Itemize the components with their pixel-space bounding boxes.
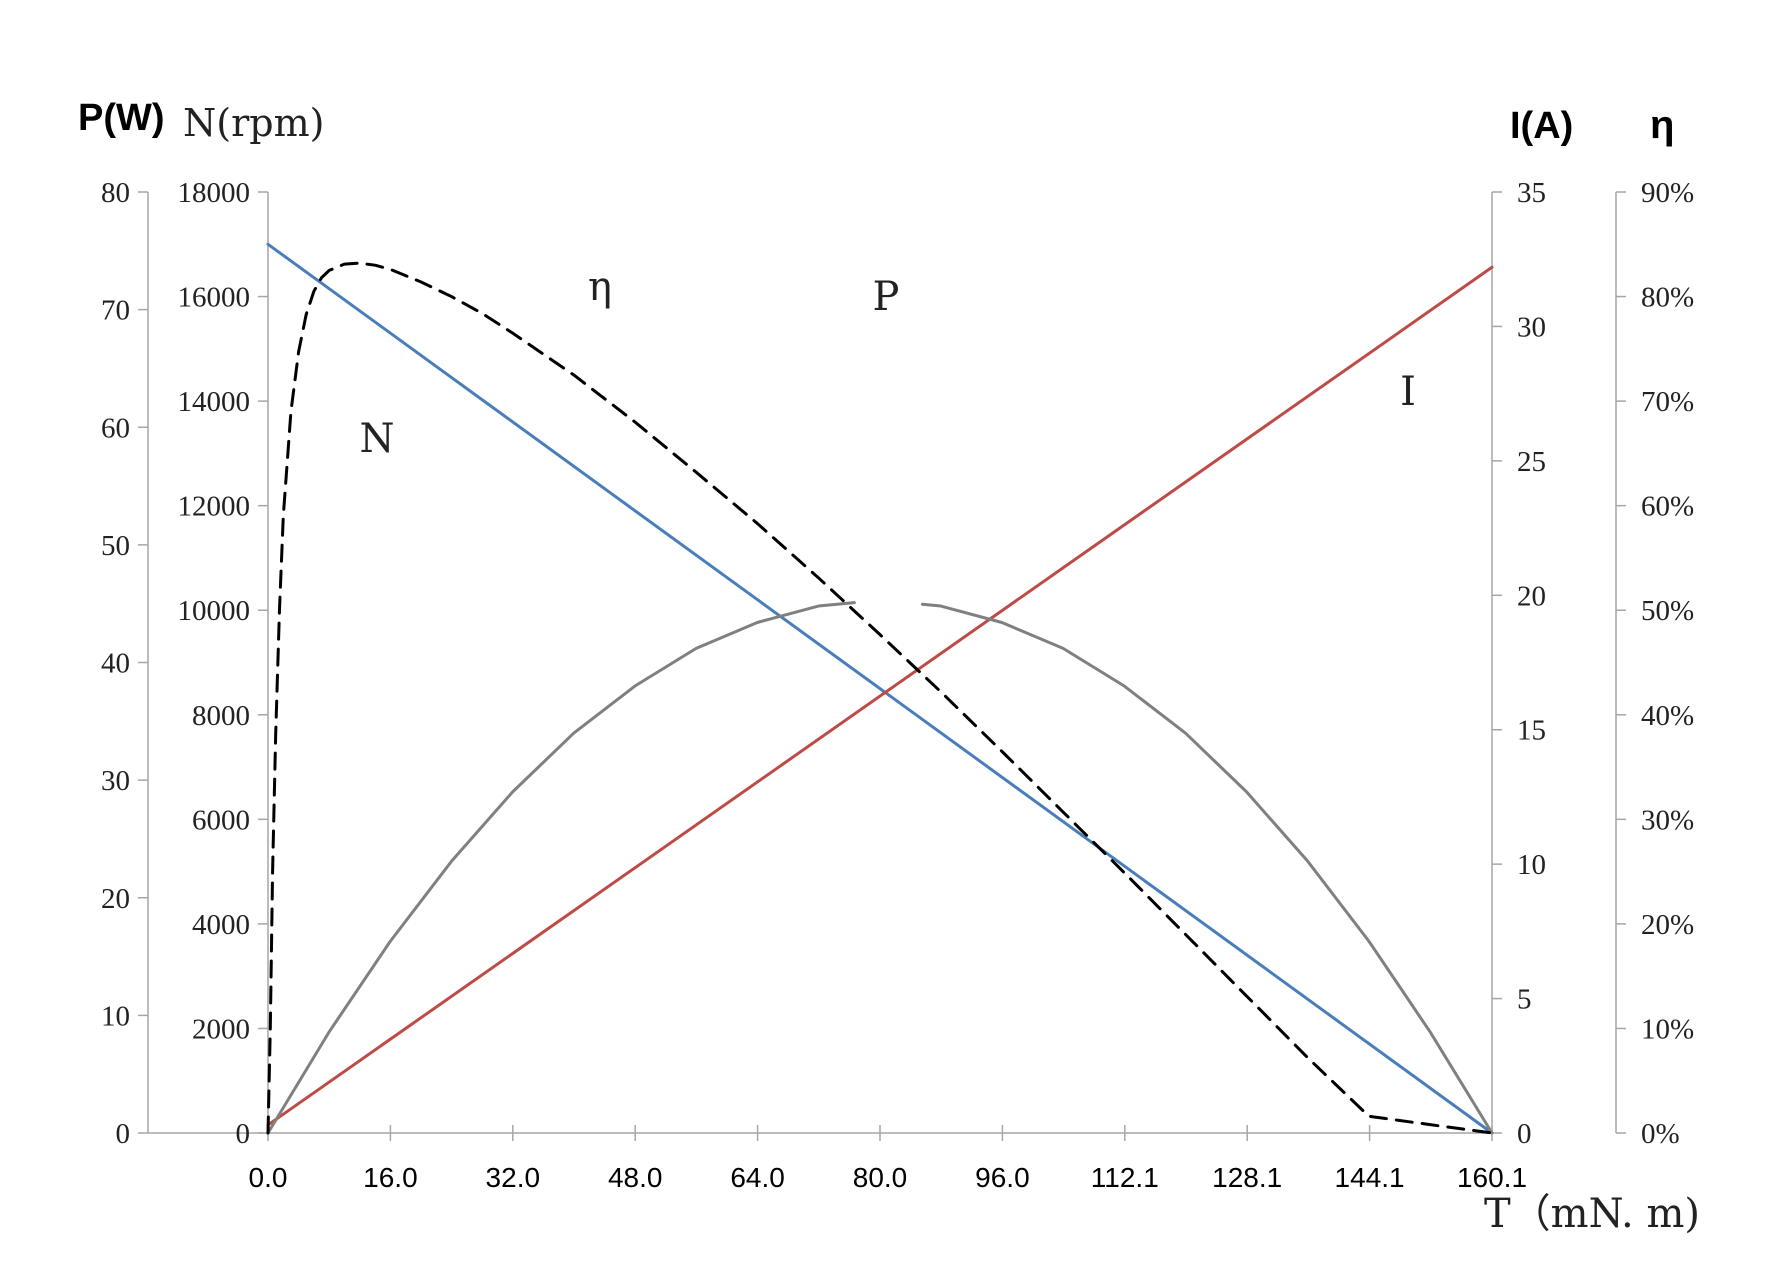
p-tick-label: 40: [101, 648, 130, 680]
i-tick-label: 30: [1517, 311, 1546, 343]
eta-tick-label: 60%: [1641, 491, 1694, 523]
n-tick-label: 4000: [192, 909, 250, 941]
n-tick-label: 0: [236, 1118, 251, 1150]
eta-tick-label: 0%: [1641, 1118, 1680, 1150]
x-tick-label: 32.0: [486, 1162, 541, 1193]
eta-tick-label: 40%: [1641, 700, 1694, 732]
i-tick-label: 10: [1517, 849, 1546, 881]
curve-label-I: I: [1400, 369, 1416, 415]
p-tick-label: 70: [101, 295, 130, 327]
p-tick-label: 50: [101, 530, 130, 562]
x-tick-label: 128.1: [1212, 1162, 1282, 1193]
x-tick-label: 0.0: [249, 1162, 288, 1193]
x-tick-label: 160.1: [1457, 1162, 1527, 1193]
p-tick-label: 0: [116, 1118, 131, 1150]
n-tick-label: 6000: [192, 804, 250, 836]
x-tick-label: 96.0: [975, 1162, 1030, 1193]
curve-label-η: η: [588, 264, 612, 310]
x-tick-label: 64.0: [730, 1162, 785, 1193]
series-line-P-0: [266, 601, 856, 1135]
p-axis-title: P(W): [78, 97, 165, 139]
i-tick-label: 20: [1517, 580, 1546, 612]
i-tick-label: 0: [1517, 1118, 1532, 1150]
eta-tick-label: 30%: [1641, 804, 1694, 836]
eta-tick-label: 80%: [1641, 282, 1694, 314]
n-tick-label: 8000: [192, 700, 250, 732]
eta-tick-label: 10%: [1641, 1013, 1694, 1045]
curve-label-N: N: [360, 416, 395, 462]
i-axis-title: I(A): [1510, 105, 1573, 147]
n-tick-label: 16000: [178, 282, 251, 314]
n-tick-label: 10000: [178, 595, 251, 627]
series-line-η: [266, 261, 1494, 1135]
p-tick-label: 80: [101, 177, 130, 209]
x-axis-title: T（mN. m): [1484, 1191, 1700, 1237]
series-line-I: [266, 265, 1494, 1127]
p-tick-label: 20: [101, 883, 130, 915]
eta-axis-title: η: [1650, 103, 1674, 147]
series-line-N: [266, 242, 1494, 1135]
x-tick-label: 16.0: [363, 1162, 418, 1193]
n-tick-label: 14000: [178, 386, 251, 418]
x-tick-label: 144.1: [1335, 1162, 1405, 1193]
n-tick-label: 18000: [178, 177, 251, 209]
x-tick-label: 48.0: [608, 1162, 663, 1193]
i-tick-label: 15: [1517, 715, 1546, 747]
x-tick-label: 80.0: [853, 1162, 908, 1193]
p-tick-label: 10: [101, 1000, 130, 1032]
eta-tick-label: 50%: [1641, 595, 1694, 627]
eta-tick-label: 90%: [1641, 177, 1694, 209]
n-axis-title: N(rpm): [183, 101, 324, 145]
eta-tick-label: 70%: [1641, 386, 1694, 418]
curve-label-P: P: [873, 274, 900, 320]
p-tick-label: 60: [101, 412, 130, 444]
x-tick-label: 112.1: [1091, 1162, 1159, 1193]
n-tick-label: 2000: [192, 1013, 250, 1045]
i-tick-label: 5: [1517, 984, 1532, 1016]
p-tick-label: 30: [101, 765, 130, 797]
n-tick-label: 12000: [178, 491, 251, 523]
series-line-P-1: [920, 602, 1494, 1135]
eta-tick-label: 20%: [1641, 909, 1694, 941]
i-tick-label: 25: [1517, 446, 1546, 478]
i-tick-label: 35: [1517, 177, 1546, 209]
